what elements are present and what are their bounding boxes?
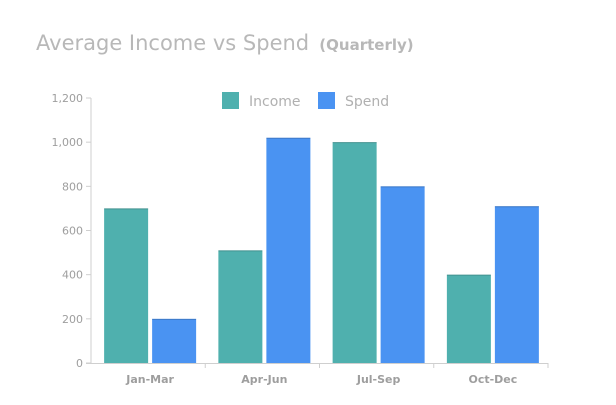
legend-swatch-income[interactable] bbox=[222, 92, 239, 109]
bar-spend-oct-dec[interactable] bbox=[494, 206, 539, 363]
legend-swatch-spend[interactable] bbox=[318, 92, 335, 109]
y-tick-label: 1,200 bbox=[52, 92, 84, 105]
bar-income-apr-jun[interactable] bbox=[218, 250, 263, 363]
y-tick-label: 400 bbox=[62, 269, 83, 282]
legend-label-income[interactable]: Income bbox=[249, 94, 301, 110]
bar-spend-jan-mar[interactable] bbox=[152, 318, 197, 363]
x-category-label: Jan-Mar bbox=[125, 373, 174, 386]
y-tick-label: 0 bbox=[76, 357, 83, 370]
chart-subtitle: (Quarterly) bbox=[319, 36, 414, 54]
chart-legend: Income Spend bbox=[222, 92, 389, 110]
bar-spend-jul-sep[interactable] bbox=[380, 186, 425, 363]
bar-income-jul-sep[interactable] bbox=[332, 142, 377, 363]
x-category-label: Oct-Dec bbox=[468, 373, 517, 386]
y-tick-label: 200 bbox=[62, 313, 83, 326]
chart-title-main: Average Income vs Spend bbox=[36, 31, 310, 55]
y-tick-label: 600 bbox=[62, 225, 83, 238]
bar-income-jan-mar[interactable] bbox=[104, 208, 149, 363]
chart-axes: 0 200 400 600 800 1,000 1,200 Jan-Mar Apr-Jun Jul… bbox=[52, 92, 549, 386]
y-tick-label: 1,000 bbox=[52, 136, 84, 149]
x-category-label: Jul-Sep bbox=[356, 373, 401, 386]
bar-income-oct-dec[interactable] bbox=[446, 274, 491, 363]
chart-bars bbox=[104, 137, 539, 363]
bar-spend-apr-jun[interactable] bbox=[266, 137, 311, 363]
legend-label-spend[interactable]: Spend bbox=[345, 94, 389, 110]
y-tick-label: 800 bbox=[62, 180, 83, 193]
x-category-label: Apr-Jun bbox=[241, 373, 287, 386]
chart-title: Average Income vs Spend (Quarterly) bbox=[36, 20, 414, 58]
